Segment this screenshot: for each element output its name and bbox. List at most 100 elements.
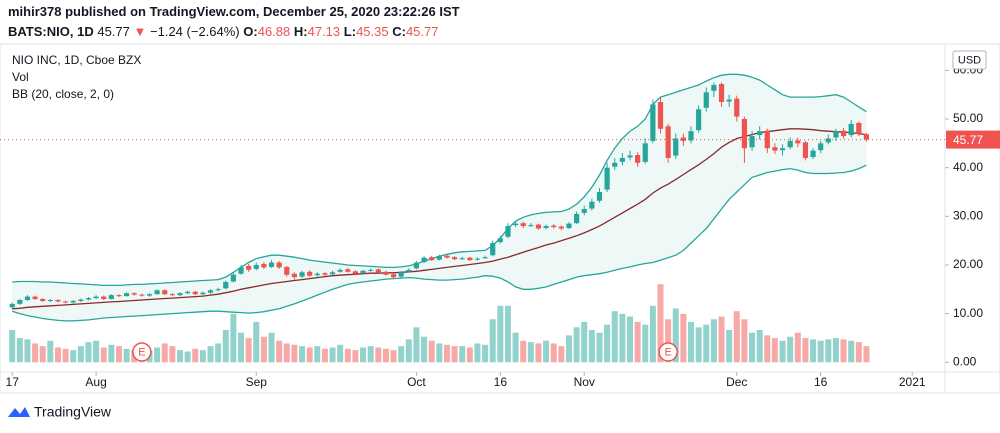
- currency-box: [952, 50, 987, 70]
- volume-bar: [688, 321, 695, 363]
- volume-bar: [718, 316, 725, 363]
- candle-body: [47, 300, 53, 301]
- candle-body: [192, 291, 198, 295]
- volume-bar: [398, 346, 405, 363]
- candle-body: [451, 257, 458, 260]
- candle-body: [688, 131, 694, 141]
- axes-layer: 0.0010.0020.0030.0040.0050.0060.0045.77U…: [0, 50, 1000, 389]
- candle-body: [543, 226, 549, 228]
- volume-bar: [161, 343, 168, 363]
- volume-bar: [459, 346, 466, 363]
- candle-body: [459, 258, 465, 260]
- volume-bar: [863, 346, 870, 363]
- volume-bar: [749, 332, 756, 363]
- x-tick-label: Dec: [726, 375, 747, 389]
- volume-bar: [771, 338, 778, 363]
- legend-bb: BB (20, close, 2, 0): [12, 87, 114, 101]
- byline: mihir378 published on TradingView.com, D…: [8, 4, 460, 19]
- candle-body: [352, 271, 359, 274]
- candle-body: [734, 98, 740, 117]
- candle-body: [93, 296, 99, 299]
- volume-bar: [642, 324, 649, 363]
- volume-bar: [543, 340, 550, 363]
- candle-body: [642, 143, 648, 162]
- l: 45.35: [356, 24, 389, 39]
- volume-bar: [619, 313, 626, 363]
- volume-bar: [54, 347, 61, 363]
- logo-icon: [8, 407, 30, 417]
- volume-bar: [703, 324, 710, 363]
- candle-body: [741, 119, 748, 149]
- candle-body: [162, 290, 168, 295]
- volume-bar: [817, 340, 824, 363]
- candle-body: [802, 142, 809, 158]
- volume-bar: [779, 340, 786, 363]
- y-tick-label: 40.00: [953, 160, 983, 174]
- candle-body: [322, 273, 328, 275]
- candle-body: [856, 122, 862, 134]
- volume-bar: [215, 343, 222, 363]
- candle-body: [360, 270, 366, 274]
- candle-body: [108, 295, 114, 300]
- candle-body: [337, 269, 343, 272]
- candle-body: [116, 295, 122, 297]
- volume-bar: [764, 335, 771, 363]
- candle-body: [9, 303, 15, 308]
- volume-bar: [787, 336, 794, 363]
- quote-row: BATS:NIO, 1D 45.77 ▼ −1.24 (−2.64%) O:46…: [8, 22, 460, 42]
- candle-body: [124, 293, 130, 297]
- volume-bar: [604, 324, 611, 363]
- earnings-marker: [658, 342, 678, 362]
- volume-bar: [9, 329, 16, 363]
- candle-body: [413, 262, 420, 269]
- candle-body: [795, 140, 801, 144]
- candle-body: [17, 300, 23, 304]
- volume-bar: [550, 343, 557, 363]
- volume-bar: [344, 348, 351, 363]
- candle-body: [665, 126, 671, 158]
- currency-label: USD: [958, 54, 981, 66]
- band-basis: [12, 128, 867, 310]
- volume-bar: [672, 308, 679, 363]
- candle-body: [78, 299, 84, 301]
- volume-bar: [123, 348, 130, 363]
- volume-bar: [413, 327, 420, 363]
- candle-body: [505, 226, 511, 237]
- volume-bar: [291, 344, 298, 363]
- arrow: ▼: [133, 24, 147, 39]
- volume-bar: [520, 340, 527, 363]
- volume-bar: [428, 340, 435, 363]
- candle-body: [307, 271, 313, 276]
- candle-body: [840, 130, 847, 137]
- volume-bar: [375, 347, 382, 363]
- volume-bar: [695, 327, 702, 363]
- candle-body: [558, 226, 564, 229]
- candle-body: [528, 225, 534, 227]
- volume-bar: [268, 332, 275, 363]
- volume-bar: [634, 321, 641, 363]
- volume-bar: [443, 344, 450, 363]
- candle-body: [581, 209, 587, 213]
- candle-body: [467, 257, 473, 261]
- volume-bar: [299, 346, 306, 363]
- last: 45.77: [97, 24, 130, 39]
- candle-body: [619, 157, 625, 162]
- candle-body: [474, 258, 481, 260]
- candle-body: [787, 140, 793, 148]
- volume-bar: [596, 332, 603, 363]
- candle-body: [253, 264, 259, 269]
- volume-layer: [9, 284, 870, 363]
- candle-body: [482, 257, 488, 259]
- volume-bar: [93, 340, 100, 363]
- candle-body: [215, 289, 221, 291]
- candle-body: [490, 243, 496, 256]
- byline-row: mihir378 published on TradingView.com, D…: [8, 2, 460, 22]
- volume-bar: [337, 344, 344, 363]
- candle-body: [718, 84, 725, 102]
- volume-bar: [283, 343, 290, 363]
- c: 45.77: [405, 24, 439, 39]
- volume-bar: [558, 346, 565, 363]
- volume-bar: [276, 340, 283, 363]
- candle-body: [62, 301, 69, 303]
- volume-bar: [527, 342, 534, 363]
